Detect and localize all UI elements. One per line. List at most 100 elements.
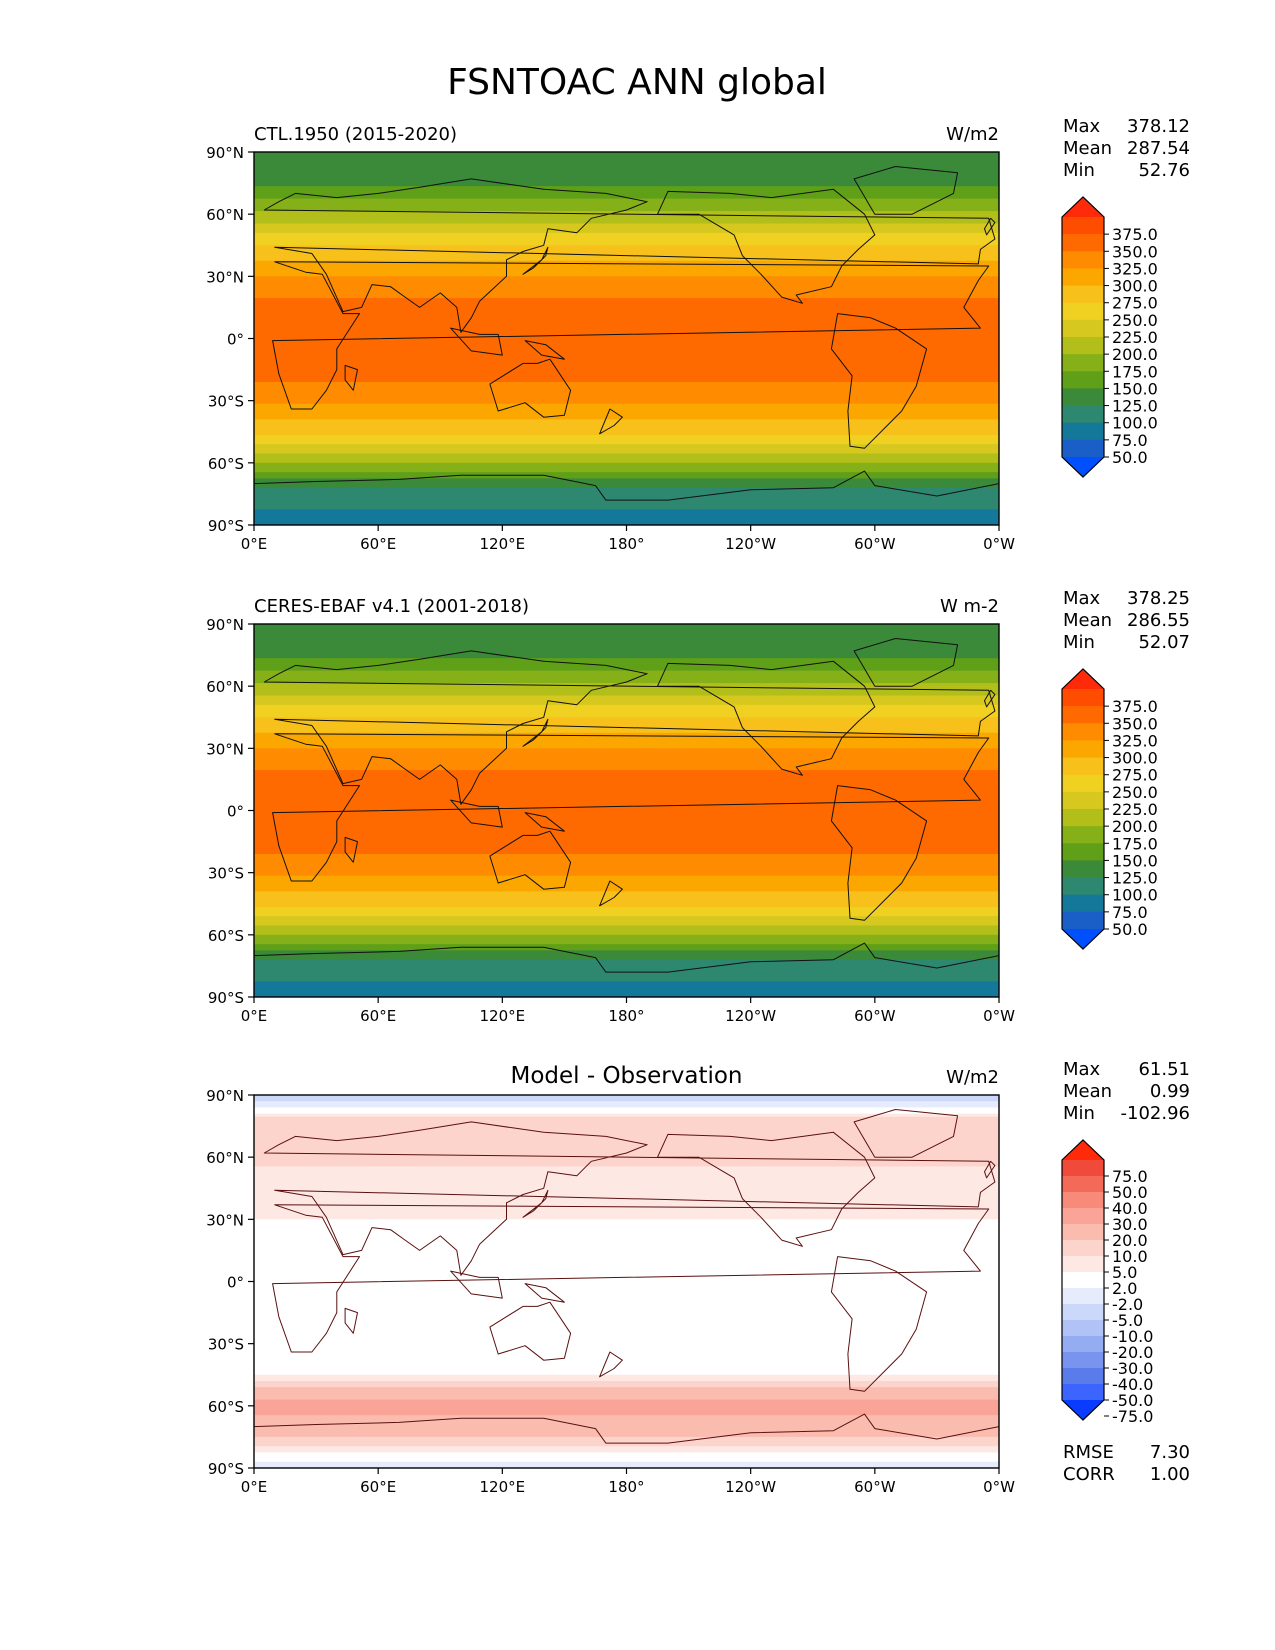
lon-tick-label: 60°W	[854, 535, 896, 553]
field-band	[254, 1244, 999, 1248]
field-band	[254, 493, 999, 498]
field-band	[254, 257, 999, 262]
coastline	[657, 188, 876, 304]
field-band	[254, 941, 999, 945]
field-band	[254, 785, 999, 790]
field-band	[254, 900, 999, 905]
coastline	[522, 246, 549, 275]
field-band	[254, 770, 999, 774]
field-band	[254, 751, 999, 756]
field-band	[254, 850, 999, 855]
field-band	[254, 754, 999, 759]
field-band	[254, 972, 999, 976]
field-band	[254, 515, 999, 520]
field-band	[254, 1160, 999, 1164]
map-panel-reference: CERES-EBAF v4.1 (2001-2018) W m-2 90°N 60°N…	[206, 588, 1190, 1025]
field-band	[254, 655, 999, 659]
colorbar-segment	[1062, 388, 1104, 407]
colorbar-tick-label: 150.0	[1112, 851, 1158, 870]
field-band	[254, 826, 999, 830]
field-band	[254, 956, 999, 961]
field-band	[254, 288, 999, 293]
field-band	[254, 844, 999, 849]
field-band	[254, 661, 999, 666]
colorbar-tick-label: 2.0	[1112, 1279, 1137, 1298]
field-band	[254, 794, 999, 799]
field-band	[254, 627, 999, 631]
lat-tick-label: 60°S	[208, 927, 244, 945]
colorbar-segment	[1062, 1176, 1104, 1193]
field-band	[254, 152, 999, 156]
field-band	[254, 344, 999, 349]
coastline	[489, 830, 572, 890]
field-band	[254, 521, 999, 525]
field-band	[254, 1452, 999, 1457]
field-band	[254, 226, 999, 231]
coastline	[263, 650, 996, 805]
field-band	[254, 335, 999, 340]
field-band	[254, 1210, 999, 1214]
field-band	[254, 183, 999, 187]
colorbar-extend-top	[1062, 197, 1104, 217]
field-band	[254, 1415, 999, 1419]
field-band	[254, 509, 999, 514]
colorbar-segment	[1062, 774, 1104, 793]
field-band	[254, 1325, 999, 1329]
colorbar-tick-label: 350.0	[1112, 714, 1158, 733]
colorbar-segment	[1062, 791, 1104, 810]
field-band	[254, 1362, 999, 1367]
coastline	[254, 942, 999, 997]
stat-label-max: Max	[1063, 116, 1101, 137]
field-band	[254, 1371, 999, 1376]
colorbar-tick-label: 10.0	[1112, 1247, 1148, 1266]
field-band	[254, 835, 999, 840]
lat-tick-label: 30°N	[206, 1211, 244, 1229]
field-band	[254, 1169, 999, 1174]
field-band	[254, 1265, 999, 1270]
field-band	[254, 1262, 999, 1267]
lon-tick-label: 120°E	[480, 535, 526, 553]
field-band	[254, 1191, 999, 1196]
field-band	[254, 1390, 999, 1394]
field-band	[254, 984, 999, 989]
colorbar-tick-label: 75.0	[1112, 903, 1148, 922]
field-band	[254, 164, 999, 169]
field-band	[254, 975, 999, 979]
field-band	[254, 624, 999, 628]
colorbar-segment	[1062, 217, 1104, 235]
field-band	[254, 757, 999, 762]
lon-tick-label: 0°E	[241, 535, 268, 553]
field-band	[254, 158, 999, 162]
colorbar-difference: 75.050.040.030.020.010.05.02.0-2.0-5.0-1…	[1061, 1139, 1153, 1426]
coastlines-difference	[254, 1109, 999, 1468]
field-band	[254, 291, 999, 296]
field-band	[254, 928, 999, 933]
field-band	[254, 773, 999, 777]
coastline	[272, 1204, 990, 1353]
stat-value-mean: 0.99	[1150, 1081, 1190, 1102]
coastline	[853, 166, 959, 215]
field-band	[254, 711, 999, 715]
coastline	[657, 660, 876, 776]
colorbar-segment	[1062, 1272, 1104, 1289]
field-band	[254, 1340, 999, 1345]
stat-value-mean: 287.54	[1127, 138, 1190, 159]
lon-tick-label: 180°	[608, 1478, 644, 1496]
field-band	[254, 1219, 999, 1224]
field-band	[254, 822, 999, 827]
field-band	[254, 378, 999, 383]
coastline	[524, 340, 565, 360]
field-band	[254, 760, 999, 765]
colorbar-tick-label: 175.0	[1112, 834, 1158, 853]
field-band	[254, 990, 999, 995]
colorbar-segment	[1062, 740, 1104, 759]
field-band	[254, 338, 999, 343]
field-band	[254, 298, 999, 302]
field-band	[254, 192, 999, 197]
field-band	[254, 909, 999, 914]
colorbar-test: 375.0350.0325.0300.0275.0250.0225.0200.0…	[1061, 196, 1158, 478]
field-band	[254, 1443, 999, 1447]
lat-tick-label: 90°S	[208, 517, 244, 535]
field-band	[254, 683, 999, 687]
panel-units: W/m2	[946, 1067, 999, 1088]
